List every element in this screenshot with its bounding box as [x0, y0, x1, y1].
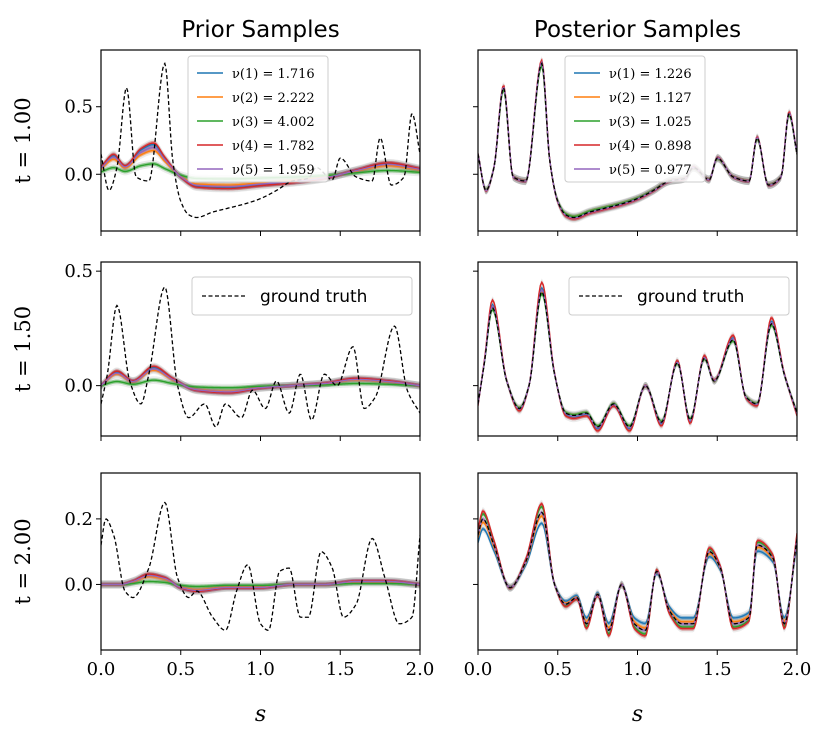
plot-area: [101, 62, 420, 219]
band-1: [101, 570, 420, 595]
legend-box: [187, 55, 329, 183]
y-axis-label: t = 1.50: [11, 306, 35, 392]
sample-line-3: [101, 379, 420, 389]
panel-posterior-t1.00: ν(1) = 1.226 ν(2) = 1.127 ν(3) = 1.025 ν(4)…: [473, 49, 798, 236]
y-tick-label: 0.5: [64, 97, 93, 118]
ground-truth-line: [478, 290, 797, 428]
plot-area: [101, 501, 420, 632]
x-tick-label: 0.5: [543, 659, 572, 680]
band-4: [101, 570, 420, 596]
sample-line-4: [101, 142, 420, 190]
legend-box: [191, 276, 413, 316]
band-5: [101, 143, 420, 191]
legend-box: [568, 276, 790, 316]
y-tick-label: 0.0: [64, 574, 93, 595]
legend-box: [564, 55, 706, 183]
legend-label-5: ν(5) = 0.977: [609, 163, 692, 178]
sample-line-1: [478, 522, 797, 625]
x-tick-label: 0.0: [464, 659, 493, 680]
x-tick-label: 1.5: [703, 659, 732, 680]
y-tick-label: 0.0: [64, 376, 93, 397]
y-axis-label: t = 2.00: [11, 518, 35, 604]
panel-posterior-t1.50: ground truth: [473, 261, 798, 441]
y-axis-label: t = 1.00: [11, 97, 35, 183]
legend-label-1: ν(1) = 1.716: [232, 67, 315, 82]
x-tick-label: 2.0: [783, 659, 812, 680]
legend-label-1: ν(1) = 1.226: [609, 67, 692, 82]
x-axis-label: s: [255, 702, 266, 727]
x-tick-label: 1.5: [326, 659, 355, 680]
x-tick-label: 0.0: [87, 659, 116, 680]
sample-band-3: [101, 378, 420, 390]
ground-truth-line: [101, 501, 420, 632]
x-tick-label: 1.0: [246, 659, 275, 680]
y-tick-label: 0.0: [64, 164, 93, 185]
sample-line-5: [478, 511, 797, 632]
posterior-samples-title: Posterior Samples: [534, 17, 741, 43]
legend-label-4: ν(4) = 0.898: [609, 139, 692, 154]
ground-truth-line: [101, 286, 420, 428]
legend-label-3: ν(3) = 4.002: [232, 115, 315, 130]
plot-area: [478, 56, 797, 223]
panel-posterior-t2.00: 0.0 0.5 1.0 1.5 2.0 s: [464, 472, 812, 727]
legend-label-5: ν(5) = 1.959: [232, 163, 315, 178]
sample-band-4: [101, 141, 420, 191]
x-axis-label: s: [632, 702, 643, 727]
axes-frame: [100, 472, 421, 651]
x-tick-label: 1.0: [623, 659, 652, 680]
sample-line-4: [478, 502, 797, 637]
y-tick-label: 0.2: [64, 509, 93, 530]
panel-prior-t1.00: 0.0 0.5 t = 1.00 ν(1) = 1.716 ν(2) = 2.222 ν(…: [11, 49, 421, 236]
x-tick-label: 0.5: [166, 659, 195, 680]
sample-line-3: [101, 580, 420, 588]
band-1: [101, 140, 420, 192]
legend-ground-truth-label: ground truth: [637, 287, 744, 307]
band-4: [101, 139, 420, 193]
plot-area: [478, 499, 797, 640]
legend-label-4: ν(4) = 1.782: [232, 139, 315, 154]
plot-area: [478, 278, 797, 435]
y-tick-label: 0.5: [64, 261, 93, 282]
legend-label-2: ν(2) = 1.127: [609, 91, 692, 106]
legend-label-2: ν(2) = 2.222: [232, 91, 315, 106]
sample-line-5: [101, 574, 420, 592]
ground-truth-line: [478, 62, 797, 219]
band-3: [101, 376, 420, 392]
panel-prior-t2.00: 0.0 0.5 1.0 1.5 2.0 0.0 0.2 t = 2.00 s: [11, 472, 435, 727]
x-tick-label: 2.0: [406, 659, 435, 680]
legend-label-3: ν(3) = 1.025: [609, 115, 692, 130]
ground-truth-line: [101, 62, 420, 219]
plot-area: [101, 286, 420, 428]
legend-ground-truth-label: ground truth: [260, 287, 367, 307]
panel-prior-t1.50: 0.0 0.5 t = 1.50 ground truth: [11, 261, 421, 441]
prior-samples-title: Prior Samples: [181, 17, 339, 43]
band-2: [101, 366, 420, 396]
sample-line-5: [101, 368, 420, 393]
band-2: [101, 146, 420, 190]
